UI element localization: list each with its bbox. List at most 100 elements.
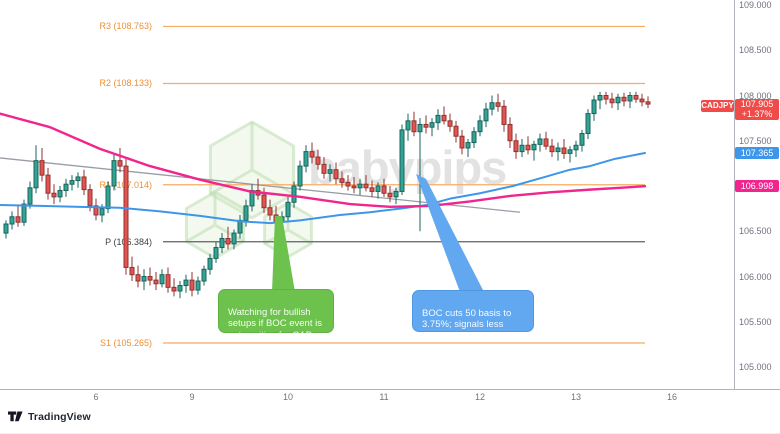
price-tick-106.500: 106.500 [739, 226, 772, 237]
callout-green-note[interactable]: Watching for bullish setups if BOC event… [218, 289, 334, 341]
candle-body [15, 216, 21, 223]
time-tick-16: 16 [666, 392, 677, 402]
time-tick-6: 6 [93, 392, 99, 402]
candle-body [573, 144, 579, 151]
candle-body [333, 169, 339, 180]
callout-blue-text: BOC cuts 50 basis to 3.75%; signals less… [422, 307, 518, 342]
candle-body [309, 151, 315, 158]
candle-body [129, 266, 135, 276]
blue-moving-average[interactable] [0, 151, 646, 225]
candle-body [447, 120, 453, 127]
pivot-label-s1: S1 (105.265) [99, 338, 152, 349]
candle-body [183, 279, 189, 287]
candle-body [507, 123, 513, 142]
candle-body [297, 165, 303, 187]
candle-body [21, 203, 27, 223]
candle-body [261, 194, 267, 209]
time-tick-9: 9 [189, 392, 195, 402]
tradingview-logo-text: TradingView [28, 410, 91, 423]
candle-body [111, 160, 117, 187]
callout-green-text: Watching for bullish setups if BOC event… [228, 306, 322, 341]
candle-body [69, 180, 75, 185]
candle-body [357, 183, 363, 189]
candle-body [219, 237, 225, 249]
candle-body [615, 96, 621, 104]
candle-body [207, 257, 213, 270]
candle-body [441, 114, 447, 122]
candle-body [303, 151, 309, 167]
candle-body [399, 129, 405, 192]
candle-body [393, 190, 399, 198]
candle-body [177, 285, 183, 292]
candle-body [363, 183, 369, 189]
time-tick-13: 13 [570, 392, 581, 402]
pivot-label-r3: R3 (108.763) [99, 21, 152, 32]
last-price-value: 107.905 [740, 99, 774, 110]
candle-body [153, 279, 159, 285]
candle-body [549, 145, 555, 153]
candle-body [369, 187, 375, 192]
candle-body [327, 169, 333, 174]
symbol-label-tag: CADJPY [701, 100, 734, 113]
time-tick-12: 12 [474, 392, 485, 402]
candle-body [171, 286, 177, 292]
price-tick-108.000: 108.000 [739, 90, 772, 101]
candle-body [81, 176, 87, 191]
candle-body [519, 144, 525, 153]
candle-body [243, 205, 249, 221]
price-tick-108.500: 108.500 [739, 45, 772, 56]
candle-body [195, 280, 201, 291]
candle-body [33, 160, 39, 189]
candle-body [621, 96, 627, 102]
candle-body [417, 123, 423, 133]
candle-body [45, 174, 51, 194]
candle-body [93, 205, 99, 216]
candle-body [423, 123, 429, 128]
candle-body [429, 122, 435, 128]
candle-body [405, 120, 411, 131]
candle-body [639, 98, 645, 103]
candle-body [117, 160, 123, 167]
candle-body [339, 178, 345, 183]
candle-body [525, 144, 531, 151]
candle-body [351, 185, 357, 189]
pivot-label-r2: R2 (108.133) [99, 78, 152, 89]
candle-body [87, 189, 93, 207]
pink-moving-average[interactable] [0, 112, 647, 209]
candle-body [561, 147, 567, 154]
candle-body [567, 149, 573, 154]
candle-body [123, 165, 129, 268]
candle-body [165, 274, 171, 288]
candle-body [135, 274, 141, 282]
candle-body [3, 223, 9, 234]
candle-body [633, 95, 639, 100]
candle-body [141, 276, 147, 282]
price-tick-109.000: 109.000 [739, 0, 772, 10]
candle-body [39, 160, 45, 176]
candle-body [321, 163, 327, 174]
candle-body [483, 108, 489, 122]
candle-body [465, 142, 471, 149]
candle-body [225, 237, 231, 245]
tradingview-logo[interactable]: TradingView [8, 410, 91, 423]
candle-body [531, 143, 537, 151]
candle-body [291, 185, 297, 203]
candle-body [459, 135, 465, 149]
candle-body [579, 133, 585, 146]
candle-body [585, 113, 591, 135]
candle-body [381, 185, 387, 194]
candle-body [495, 102, 501, 107]
candle-body [645, 101, 651, 105]
time-tick-11: 11 [379, 392, 389, 402]
candle-body [27, 187, 33, 205]
time-tick-10: 10 [282, 392, 293, 402]
candle-body [477, 120, 483, 133]
callout-blue-note[interactable]: BOC cuts 50 basis to 3.75%; signals less… [412, 290, 534, 342]
candle-body [387, 192, 393, 198]
candle-body [537, 138, 543, 145]
candle-body [513, 140, 519, 153]
candle-body [489, 102, 495, 110]
candle-body [231, 232, 237, 245]
